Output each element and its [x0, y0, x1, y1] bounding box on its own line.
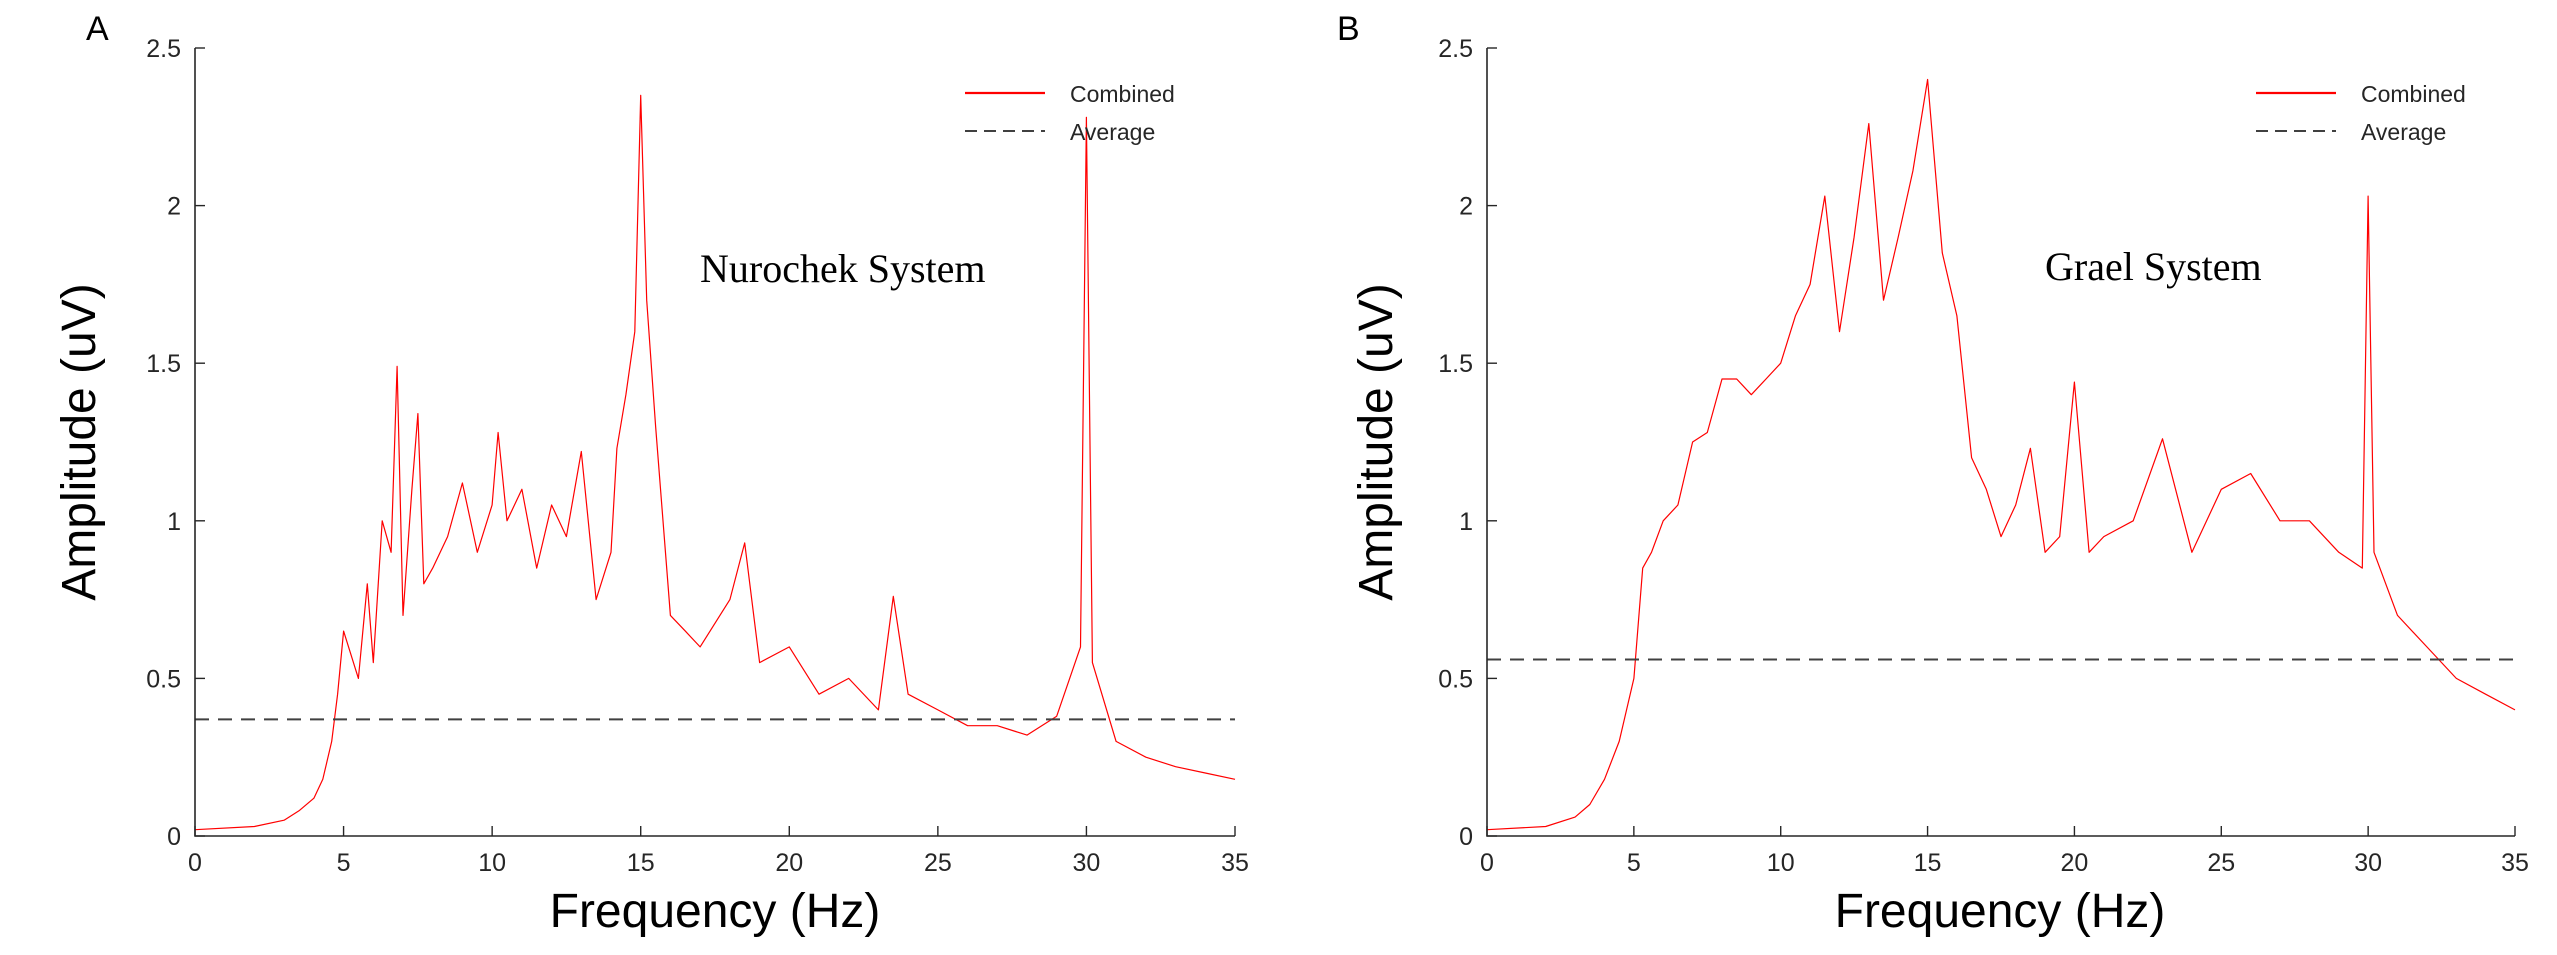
panel-b: B 0 5 10 15 20 25 30 35 0 0.5 1 1.5 2 2.5 Frequency …: [1337, 10, 2529, 938]
y-tick-label-a: 1.5: [146, 350, 181, 378]
y-tick-label-b: 1: [1459, 508, 1473, 536]
y-tick-label-b: 0: [1459, 823, 1473, 851]
x-tick-label-b: 10: [1767, 849, 1795, 877]
y-tick-label-b: 2.5: [1438, 35, 1473, 63]
y-axis-title-b: Amplitude (uV): [1350, 283, 1403, 600]
legend-label-combined-b: Combined: [2361, 81, 2466, 107]
x-ticks-b: 0 5 10 15 20 25 30 35: [1480, 826, 2529, 877]
annotation-a: Nurochek System: [700, 246, 986, 291]
x-tick-label-b: 25: [2207, 849, 2235, 877]
combined-line-a: [194, 94, 1236, 831]
y-tick-label-b: 1.5: [1438, 350, 1473, 378]
legend-a: Combined Average: [965, 81, 1175, 145]
x-tick-label-a: 25: [924, 849, 952, 877]
legend-label-average-a: Average: [1070, 119, 1155, 145]
legend-label-combined-a: Combined: [1070, 81, 1175, 107]
y-tick-label-a: 1: [167, 508, 181, 536]
panel-a: A 0 5 10 15 20 25 30 35 0 0.5 1 1.5 2 2.5 Frequency …: [53, 10, 1249, 938]
x-tick-label-a: 0: [188, 849, 202, 877]
y-ticks-a: 0 0.5 1 1.5 2 2.5: [146, 35, 205, 851]
x-ticks-a: 0 5 10 15 20 25 30 35: [188, 826, 1249, 877]
legend-b: Combined Average: [2256, 81, 2466, 145]
plot-area-a: [195, 48, 1235, 836]
x-axis-title-a: Frequency (Hz): [550, 885, 881, 938]
combined-line-b: [1486, 78, 2516, 831]
y-tick-label-b: 0.5: [1438, 665, 1473, 693]
x-tick-label-a: 5: [337, 849, 351, 877]
x-tick-label-b: 15: [1914, 849, 1942, 877]
x-tick-label-b: 0: [1480, 849, 1494, 877]
legend-label-average-b: Average: [2361, 119, 2446, 145]
x-tick-label-a: 30: [1073, 849, 1101, 877]
x-tick-label-b: 35: [2501, 849, 2529, 877]
y-tick-label-a: 0: [167, 823, 181, 851]
x-tick-label-a: 20: [775, 849, 803, 877]
x-tick-label-b: 5: [1627, 849, 1641, 877]
y-tick-label-b: 2: [1459, 193, 1473, 221]
y-tick-label-a: 0.5: [146, 665, 181, 693]
plot-area-b: [1487, 48, 2515, 836]
annotation-b: Grael System: [2045, 244, 2262, 289]
x-tick-label-b: 20: [2061, 849, 2089, 877]
y-axis-title-a: Amplitude (uV): [53, 283, 106, 600]
y-tick-label-a: 2.5: [146, 35, 181, 63]
x-axis-title-b: Frequency (Hz): [1835, 885, 2166, 938]
y-tick-label-a: 2: [167, 193, 181, 221]
panel-label-a: A: [86, 10, 109, 48]
panel-label-b: B: [1337, 10, 1360, 48]
x-tick-label-a: 10: [478, 849, 506, 877]
x-tick-label-a: 35: [1221, 849, 1249, 877]
x-tick-label-a: 15: [627, 849, 655, 877]
y-ticks-b: 0 0.5 1 1.5 2 2.5: [1438, 35, 1497, 851]
x-tick-label-b: 30: [2354, 849, 2382, 877]
